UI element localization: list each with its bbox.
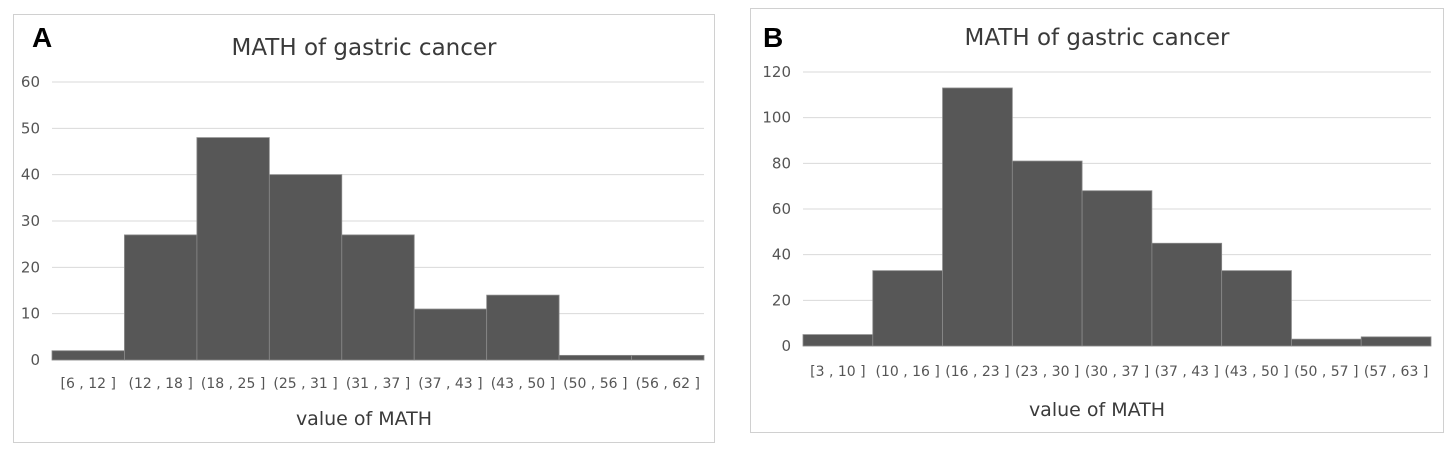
bar-a-6 (486, 294, 560, 361)
y-tick-label-b-120: 120 (762, 63, 791, 81)
x-tick-label-b-6: (43 , 50 ] (1224, 364, 1288, 380)
chart-title-a: MATH of gastric cancer (231, 35, 497, 61)
y-tick-label-a-10: 10 (21, 305, 40, 323)
y-tick-label-a-0: 0 (30, 351, 40, 369)
y-tick-label-a-50: 50 (21, 119, 40, 137)
x-tick-label-a-8: (56 , 62 ] (636, 376, 700, 392)
bar-b-5 (1151, 242, 1223, 347)
histogram-b: 0 20 40 60 80 100 120 [3 , 10 ] (10 , 16 ] (16 , … (762, 63, 1432, 380)
x-tick-label-b-5: (37 , 43 ] (1155, 364, 1219, 380)
x-tick-label-a-0: [6 , 12 ] (60, 376, 115, 392)
bar-b-3 (1011, 160, 1083, 347)
y-tick-label-a-40: 40 (21, 166, 40, 184)
bar-a-7 (558, 354, 632, 361)
y-tick-label-b-40: 40 (772, 246, 791, 264)
x-tick-label-b-1: (10 , 16 ] (875, 364, 939, 380)
bar-b-6 (1221, 270, 1292, 347)
bar-b-0 (802, 334, 874, 347)
bar-a-2 (196, 137, 270, 361)
x-tick-label-a-4: (31 , 37 ] (346, 376, 410, 392)
x-tick-label-b-4: (30 , 37 ] (1085, 364, 1149, 380)
bar-b-4 (1081, 190, 1153, 347)
bar-b-8 (1360, 336, 1432, 347)
bar-b-1 (872, 270, 943, 347)
x-tick-label-b-3: (23 , 30 ] (1015, 364, 1079, 380)
x-tick-label-b-2: (16 , 23 ] (945, 364, 1009, 380)
x-tick-label-a-2: (18 , 25 ] (201, 376, 265, 392)
bar-b-2 (942, 87, 1013, 347)
chart-panel-b: 0 20 40 60 80 100 120 [3 , 10 ] (10 , 16 ] (16 , … (750, 8, 1444, 433)
x-tick-label-a-7: (50 , 56 ] (563, 376, 627, 392)
y-tick-label-a-60: 60 (21, 73, 40, 91)
y-tick-label-b-60: 60 (772, 200, 791, 218)
bar-a-1 (124, 234, 198, 361)
x-tick-label-a-6: (43 , 50 ] (491, 376, 555, 392)
bar-b-7 (1291, 338, 1362, 347)
bar-a-0 (51, 350, 125, 361)
y-tick-label-b-20: 20 (772, 291, 791, 309)
y-tick-label-b-80: 80 (772, 154, 791, 172)
x-axis-label-a: value of MATH (295, 408, 433, 430)
y-tick-label-b-0: 0 (781, 337, 791, 355)
bar-a-5 (413, 308, 488, 361)
y-tick-label-b-100: 100 (762, 109, 791, 127)
x-tick-label-b-7: (50 , 57 ] (1294, 364, 1358, 380)
bar-a-8 (631, 354, 705, 361)
x-tick-label-a-1: (12 , 18 ] (128, 376, 192, 392)
panel-letter-b: B (763, 22, 784, 53)
x-tick-label-b-8: (57 , 63 ] (1364, 364, 1428, 380)
panel-letter-a: A (32, 22, 53, 53)
bar-a-3 (268, 174, 343, 361)
x-tick-label-a-3: (25 , 31 ] (273, 376, 337, 392)
y-tick-label-a-30: 30 (21, 212, 40, 230)
y-tick-label-a-20: 20 (21, 258, 40, 276)
x-tick-label-b-0: [3 , 10 ] (810, 364, 865, 380)
chart-title-b: MATH of gastric cancer (964, 25, 1230, 51)
bar-a-4 (341, 234, 415, 361)
x-tick-label-a-5: (37 , 43 ] (418, 376, 482, 392)
chart-panel-a: 0 10 20 30 40 50 60 [6 , 12 ] (12 , 18 ] (18 , 25… (13, 14, 715, 443)
histogram-a: 0 10 20 30 40 50 60 [6 , 12 ] (12 , 18 ] (18 , 25… (21, 73, 705, 392)
x-axis-label-b: value of MATH (1028, 399, 1166, 421)
